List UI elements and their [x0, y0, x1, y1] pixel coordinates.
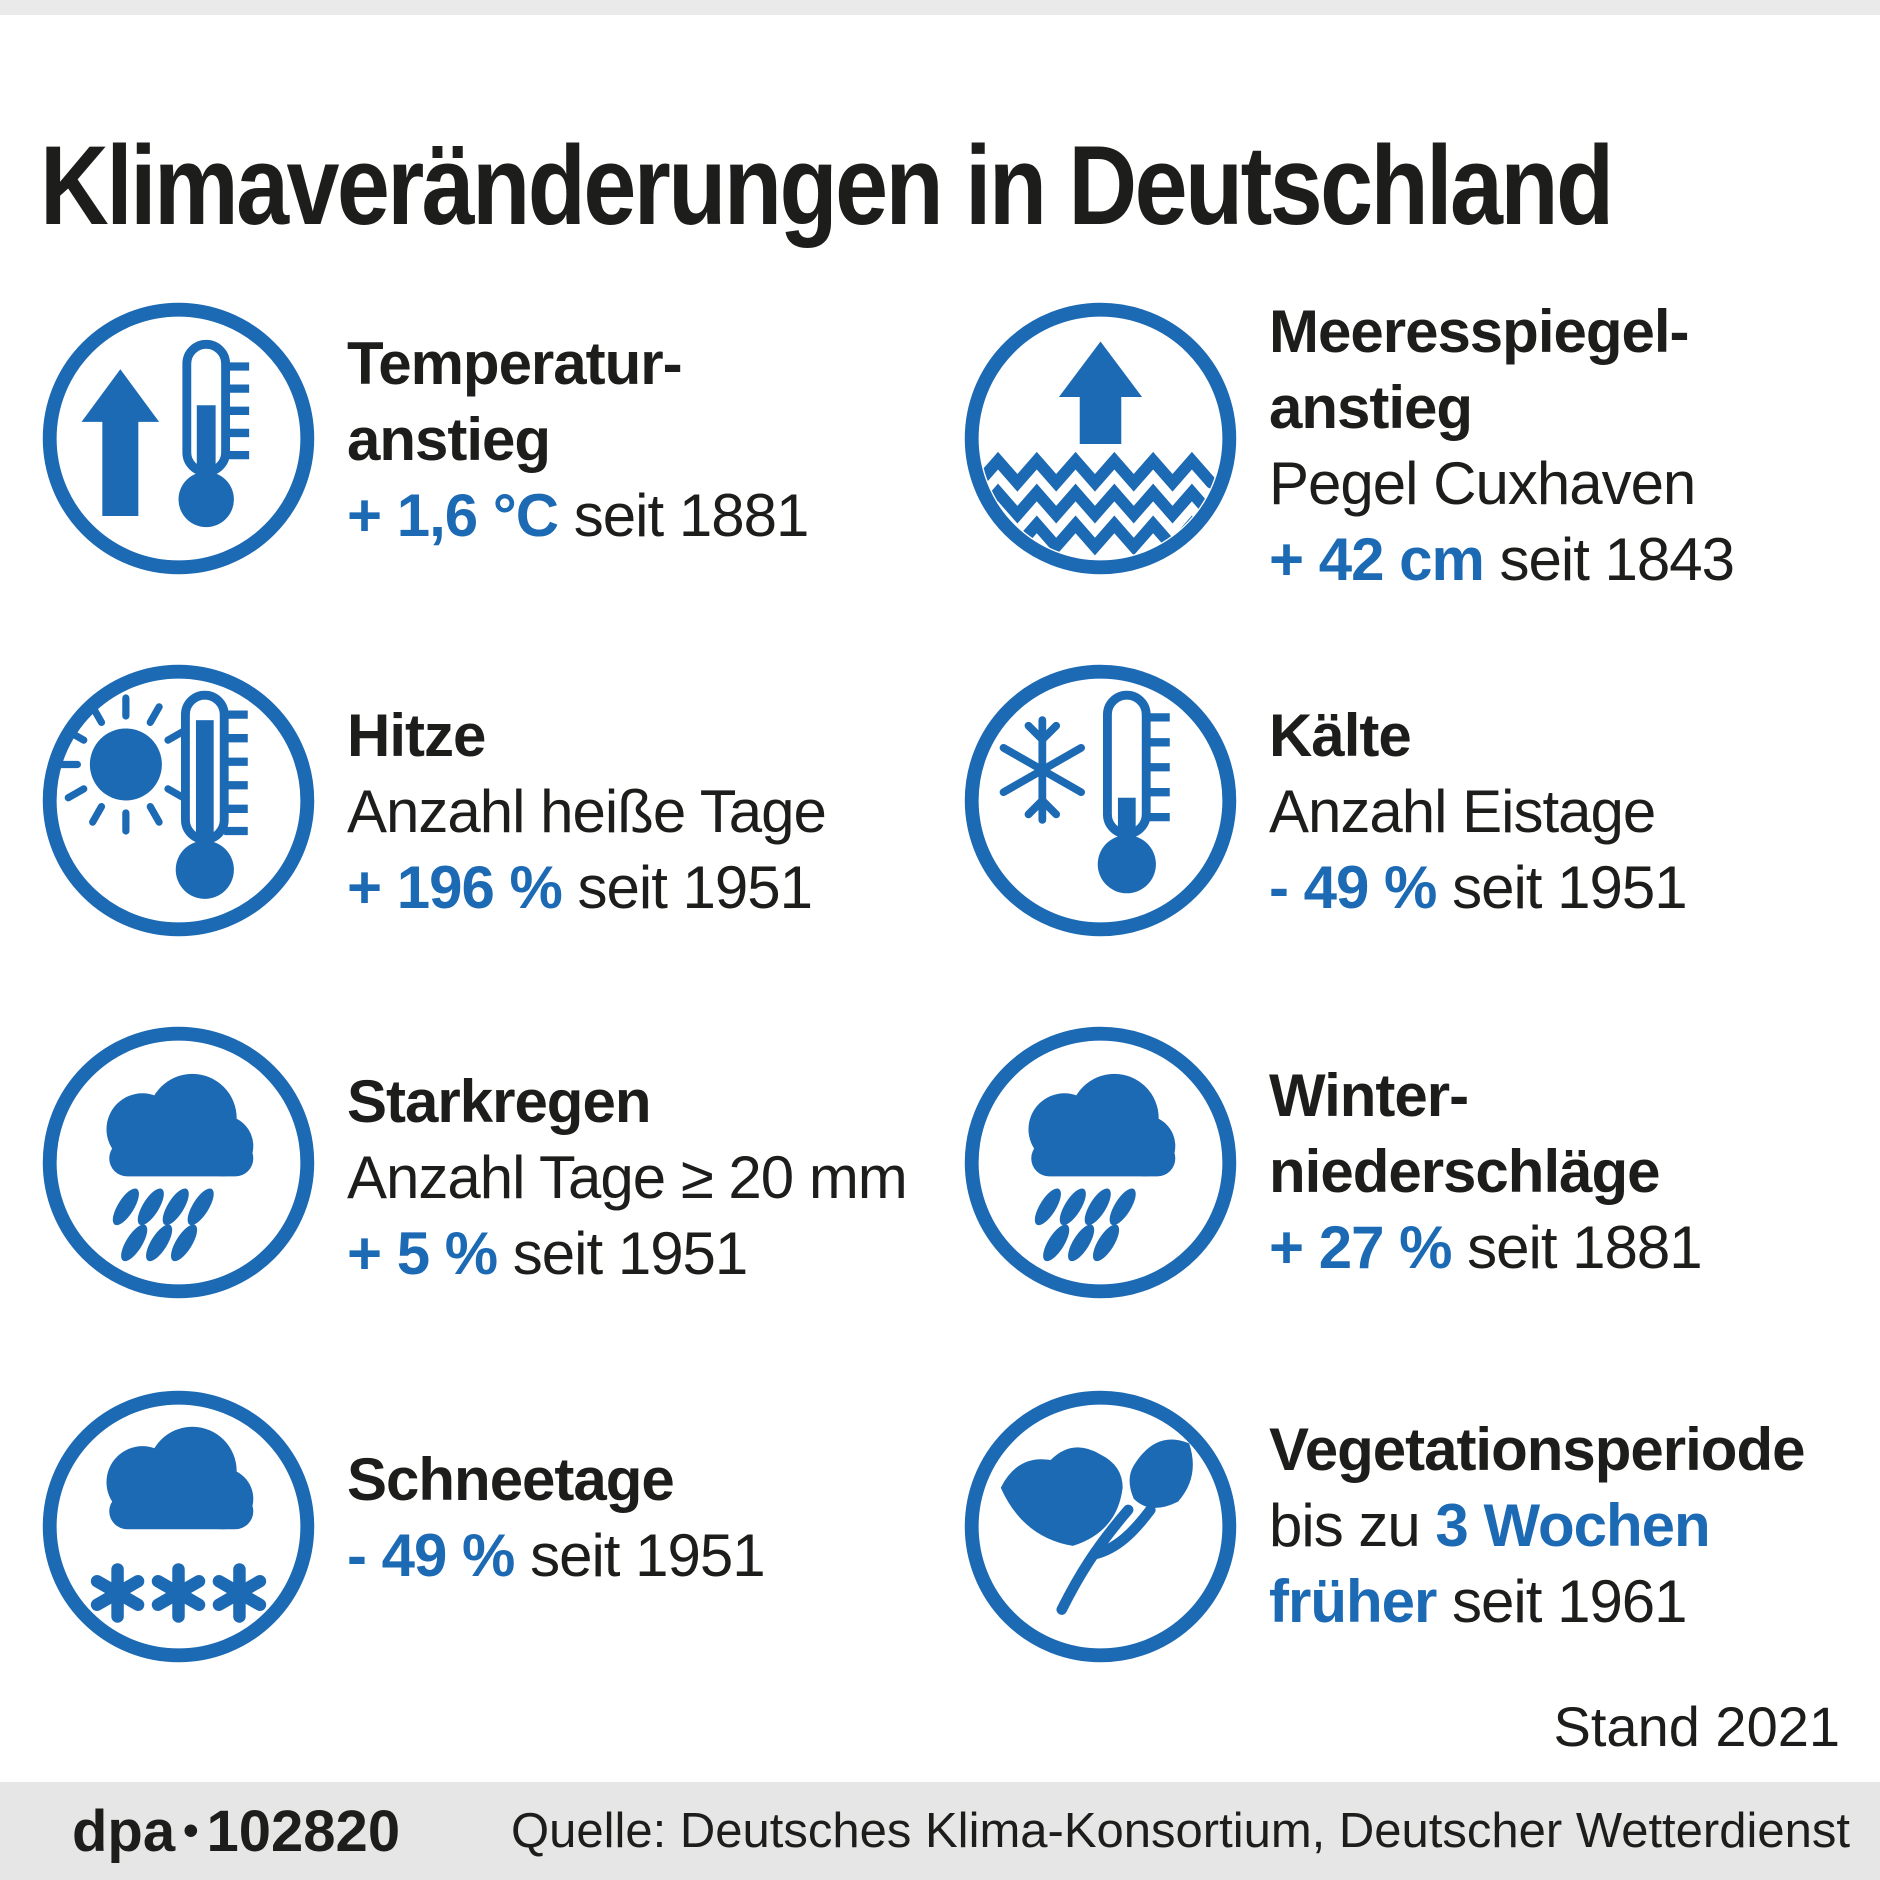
source-credit: Quelle: Deutsches Klima-Konsortium, Deut…	[511, 1804, 1850, 1858]
thermometer-rise-icon	[40, 300, 317, 577]
text-segment: Meeresspiegel-	[1269, 298, 1690, 365]
stand-label: Stand 2021	[1553, 1695, 1840, 1758]
text-segment: + 27 %	[1269, 1214, 1452, 1281]
sprout-leaves-icon	[962, 1388, 1239, 1665]
text-line: - 49 % seit 1951	[347, 1518, 766, 1594]
text-line: Winter-	[1269, 1058, 1702, 1134]
text-line: Schneetage	[347, 1442, 765, 1518]
item-starkregen: Starkregen Anzahl Tage ≥ 20 mm + 5 % seit …	[40, 1024, 955, 1301]
text-segment: anstieg	[347, 406, 551, 473]
text-line: + 27 % seit 1881	[1269, 1210, 1703, 1286]
text-line: Vegetationsperiode	[1269, 1412, 1805, 1488]
text-segment: Hitze	[347, 702, 486, 769]
text-segment: seit 1951	[1436, 854, 1688, 921]
text-segment: + 5 %	[347, 1220, 498, 1287]
text-segment: Starkregen	[347, 1068, 651, 1135]
text-line: Hitze	[347, 698, 826, 774]
dpa-brand: dpa	[72, 1798, 176, 1864]
text-segment: seit 1951	[561, 854, 814, 921]
text-line: Anzahl heiße Tage	[347, 774, 827, 850]
text-segment: seit 1951	[497, 1220, 749, 1287]
sun-thermometer-icon	[40, 662, 317, 939]
text-line: Temperatur-	[347, 326, 808, 402]
top-strip	[0, 0, 1880, 15]
dpa-logo: dpa • 102820	[72, 1798, 400, 1865]
item-text: Vegetationsperiode bis zu 3 Wochen früher …	[1269, 1412, 1805, 1665]
text-line: - 49 % seit 1951	[1269, 850, 1688, 926]
text-line: anstieg	[347, 402, 808, 478]
text-line: + 42 cm seit 1843	[1269, 522, 1736, 598]
rain-cloud-icon	[40, 1024, 317, 1301]
text-segment: Kälte	[1269, 702, 1412, 769]
item-schneetage: Schneetage - 49 % seit 1951	[40, 1388, 955, 1665]
text-line: Anzahl Tage ≥ 20 mm	[347, 1140, 908, 1216]
text-line: Meeresspiegel-	[1269, 294, 1734, 370]
text-segment: seit 1881	[1451, 1214, 1703, 1281]
text-segment: Anzahl heiße Tage	[347, 778, 827, 845]
item-text: Kälte Anzahl Eistage - 49 % seit 1951	[1269, 698, 1688, 939]
text-line: Starkregen	[347, 1064, 907, 1140]
item-vegetationsperiode: Vegetationsperiode bis zu 3 Wochen früher …	[962, 1388, 1877, 1665]
item-text: Hitze Anzahl heiße Tage + 196 % seit 1951	[347, 698, 827, 939]
text-line: anstieg	[1269, 370, 1734, 446]
page-title: Klimaveränderungen in Deutschland	[40, 123, 1614, 249]
text-segment: - 49 %	[1269, 854, 1437, 921]
text-line: niederschläge	[1269, 1134, 1702, 1210]
text-line: früher seit 1961	[1269, 1564, 1804, 1640]
text-line: Pegel Cuxhaven	[1269, 446, 1734, 522]
text-segment: + 196 %	[347, 854, 563, 921]
item-winterniederschlaege: Winter-niederschläge + 27 % seit 1881	[962, 1024, 1877, 1301]
text-segment: niederschläge	[1269, 1138, 1661, 1205]
text-segment: früher	[1269, 1568, 1437, 1635]
text-segment: seit 1951	[514, 1522, 766, 1589]
item-hitze: Hitze Anzahl heiße Tage + 196 % seit 1951	[40, 662, 955, 939]
text-segment: seit 1881	[558, 482, 810, 549]
dpa-bullet-icon: •	[183, 1806, 199, 1855]
text-segment: Pegel Cuxhaven	[1269, 450, 1696, 517]
sea-level-rise-icon	[962, 300, 1239, 577]
text-line: + 196 % seit 1951	[347, 850, 826, 926]
text-segment: anstieg	[1269, 374, 1473, 441]
text-line: Kälte	[1269, 698, 1687, 774]
text-segment: Schneetage	[347, 1446, 675, 1513]
text-segment: + 42 cm	[1269, 526, 1485, 593]
snow-cloud-icon	[40, 1388, 317, 1665]
snowflake-thermometer-icon	[962, 662, 1239, 939]
text-segment: Anzahl Eistage	[1269, 778, 1656, 845]
text-segment: seit 1961	[1436, 1568, 1688, 1635]
rain-cloud-icon	[962, 1024, 1239, 1301]
text-segment: Winter-	[1269, 1062, 1469, 1129]
item-text: Winter-niederschläge + 27 % seit 1881	[1269, 1058, 1703, 1301]
text-segment: Vegetationsperiode	[1269, 1416, 1805, 1483]
dpa-graphic-id: 102820	[206, 1798, 401, 1864]
text-line: bis zu 3 Wochen	[1269, 1488, 1804, 1564]
text-segment: + 1,6 °C	[347, 482, 559, 549]
text-segment: Temperatur-	[347, 330, 683, 397]
item-text: Temperatur-anstieg + 1,6 °C seit 1881	[347, 326, 810, 577]
text-segment: 3 Wochen	[1435, 1492, 1710, 1559]
item-temperaturanstieg: Temperatur-anstieg + 1,6 °C seit 1881	[40, 300, 955, 577]
text-segment: - 49 %	[347, 1522, 515, 1589]
text-line: Anzahl Eistage	[1269, 774, 1687, 850]
text-line: + 5 % seit 1951	[347, 1216, 907, 1292]
text-line: + 1,6 °C seit 1881	[347, 478, 810, 554]
item-kaelte: Kälte Anzahl Eistage - 49 % seit 1951	[962, 662, 1877, 939]
item-text: Schneetage - 49 % seit 1951	[347, 1442, 766, 1665]
text-segment: seit 1843	[1483, 526, 1736, 593]
text-segment: Anzahl Tage ≥ 20 mm	[347, 1144, 908, 1211]
item-text: Starkregen Anzahl Tage ≥ 20 mm + 5 % seit …	[347, 1064, 908, 1301]
text-segment: bis zu	[1269, 1492, 1436, 1559]
item-text: Meeresspiegel-anstieg Pegel Cuxhaven + 42 …	[1269, 294, 1736, 598]
footer-bar: dpa • 102820 Quelle: Deutsches Klima-Kon…	[0, 1782, 1880, 1880]
item-meeresspiegelanstieg: Meeresspiegel-anstieg Pegel Cuxhaven + 42 …	[962, 298, 1877, 598]
